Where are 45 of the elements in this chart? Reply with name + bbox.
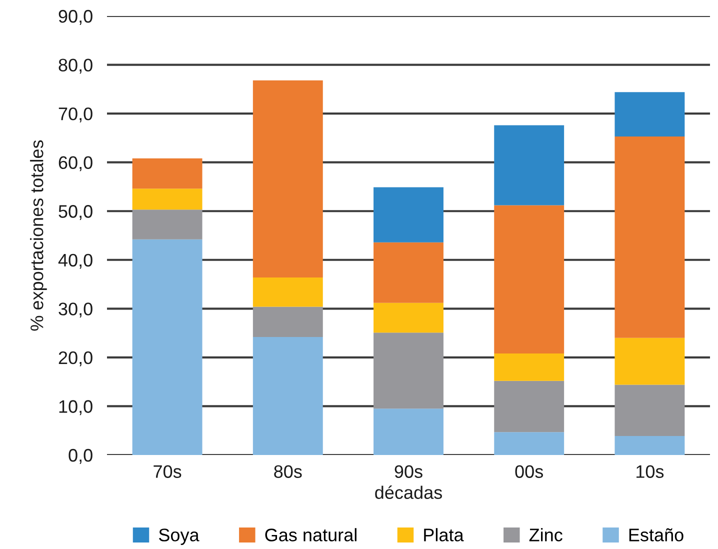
bar: [374, 242, 444, 303]
y-tick-label: 50,0: [58, 205, 92, 220]
x-tick-label: 70s: [154, 465, 182, 478]
bar: [252, 336, 323, 455]
legend-label: Plata: [424, 528, 464, 542]
y-axis-title: % exportaciones totales: [30, 140, 47, 331]
bar: [252, 80, 323, 278]
bar: [614, 436, 685, 455]
y-tick-label: 80,0: [58, 58, 92, 74]
y-tick-label: 60,0: [58, 156, 92, 172]
bar: [252, 306, 323, 337]
x-tick-label: 00s: [515, 465, 544, 478]
x-axis-title: décadas: [375, 486, 442, 499]
bar: [132, 210, 202, 240]
y-tick-label: 0,0: [68, 448, 92, 464]
legend-label: Soya: [158, 528, 200, 545]
bar: [614, 92, 685, 136]
bar: [614, 136, 685, 338]
y-tick-label: 90,0: [58, 10, 92, 25]
y-tick-label: 70,0: [58, 107, 92, 122]
legend-label: Estaño: [629, 528, 684, 542]
bar: [374, 302, 444, 333]
x-tick-label: 10s: [636, 465, 664, 478]
bar: [494, 125, 564, 206]
y-tick-label: 40,0: [58, 254, 92, 269]
legend-label: Zinc: [529, 528, 562, 542]
bar: [374, 408, 444, 455]
bar: [614, 384, 685, 436]
bar: [132, 158, 202, 189]
y-tick-label: 30,0: [58, 302, 92, 318]
x-tick-label: 80s: [274, 465, 302, 478]
bar: [252, 277, 323, 307]
y-tick-label: 20,0: [58, 351, 92, 366]
bar: [494, 380, 564, 432]
x-tick-label: 90s: [394, 465, 422, 478]
bar: [374, 332, 444, 409]
bar: [494, 205, 564, 354]
legend-label: Gas natural: [265, 528, 356, 542]
bar: [132, 188, 202, 210]
bar: [132, 239, 202, 455]
bar: [614, 338, 685, 385]
y-tick-label: 10,0: [59, 400, 92, 416]
bar: [374, 187, 444, 242]
bar: [494, 354, 564, 381]
bar: [494, 432, 564, 455]
